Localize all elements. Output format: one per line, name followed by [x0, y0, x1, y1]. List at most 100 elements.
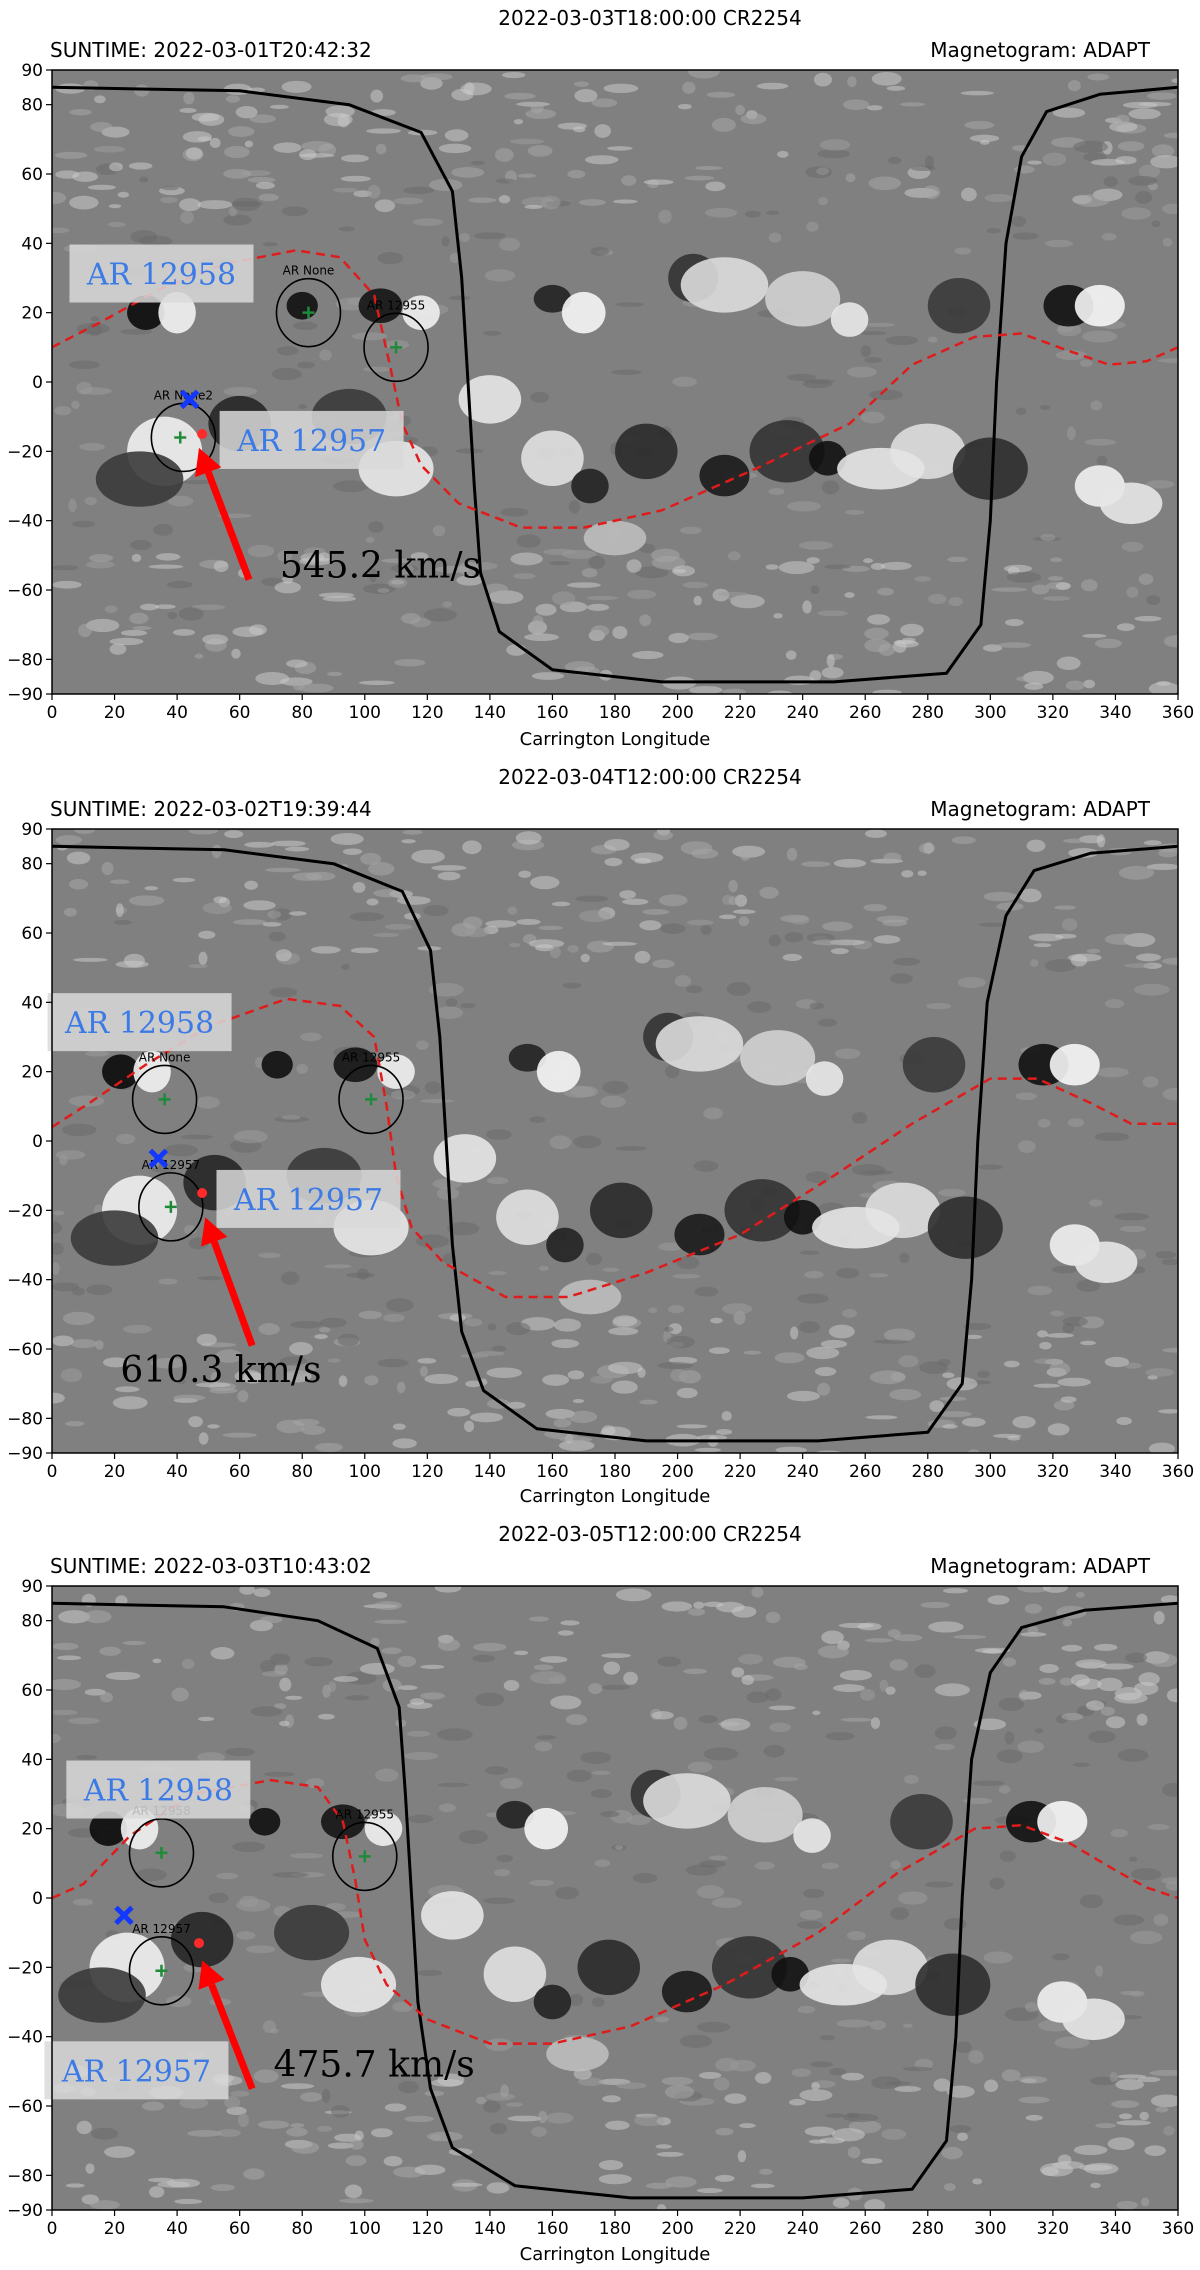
magnetogram-texture — [996, 1749, 1023, 1764]
magnetogram-texture — [319, 1317, 347, 1328]
magnetogram-texture — [623, 1671, 638, 1685]
magnetogram-texture — [437, 1728, 473, 1741]
magnetogram-texture — [828, 1324, 855, 1339]
magnetogram-texture — [1054, 2036, 1090, 2049]
magnetogram-texture — [545, 2112, 574, 2124]
magnetogram-texture — [1018, 2096, 1050, 2104]
magnetic-feature — [70, 1210, 159, 1266]
magnetogram-texture — [948, 596, 963, 607]
magnetogram-texture — [247, 544, 275, 558]
magnetogram-texture — [778, 561, 815, 575]
magnetogram-texture — [580, 953, 590, 963]
magnetogram-texture — [53, 1210, 65, 1216]
magnetogram-texture — [384, 2103, 407, 2112]
magnetogram-texture — [373, 889, 404, 898]
magnetic-feature — [808, 440, 847, 476]
magnetogram-texture — [397, 1685, 418, 1691]
magnetogram-texture — [592, 1997, 605, 2008]
magnetic-feature — [249, 1807, 281, 1836]
magnetogram-texture — [317, 2125, 333, 2132]
magnetogram-texture — [698, 1715, 718, 1724]
magnetogram-texture — [281, 80, 312, 93]
magnetogram-texture — [728, 879, 738, 893]
magnetogram-texture — [937, 1411, 973, 1418]
magnetogram-texture — [515, 831, 542, 845]
magnetogram-texture — [408, 1814, 434, 1824]
magnetogram-texture — [1056, 656, 1081, 671]
magnetogram-texture — [305, 1778, 325, 1789]
magnetogram-texture — [810, 2061, 834, 2068]
magnetogram-texture — [1007, 1435, 1021, 1441]
magnetogram-texture — [1055, 350, 1087, 361]
magnetogram-texture — [759, 2168, 773, 2175]
magnetogram-texture — [224, 830, 244, 839]
magnetogram-texture — [70, 1339, 98, 1349]
magnetogram-texture — [414, 2164, 446, 2176]
magnetogram-texture — [1031, 584, 1050, 595]
magnetogram-texture — [1121, 207, 1152, 220]
magnetogram-texture — [104, 605, 118, 613]
magnetogram-texture — [1059, 1677, 1074, 1686]
magnetogram-texture — [1036, 1330, 1048, 1338]
magnetogram-texture — [865, 1415, 898, 1420]
magnetogram-texture — [653, 830, 674, 841]
magnetogram-texture — [1119, 1225, 1147, 1233]
magnetogram-texture — [767, 690, 792, 694]
magnetogram-texture — [881, 2128, 907, 2140]
x-tick-label: 100 — [349, 1462, 381, 1482]
magnetogram-texture — [381, 558, 414, 564]
magnetogram-texture — [52, 1242, 64, 1255]
magnetic-feature — [458, 375, 522, 424]
magnetogram-texture — [974, 1647, 1011, 1654]
magnetogram-texture — [903, 1774, 919, 1784]
magnetogram-texture — [818, 197, 828, 206]
magnetogram-texture — [494, 147, 514, 162]
magnetogram-texture — [586, 1252, 602, 1266]
magnetogram-texture — [685, 985, 703, 994]
magnetogram-texture — [330, 833, 364, 845]
magnetogram-texture — [178, 1054, 190, 1061]
magnetogram-texture — [438, 143, 472, 154]
magnetogram-texture — [60, 1368, 83, 1383]
magnetogram-texture — [1076, 1279, 1101, 1293]
magnetogram-texture — [568, 500, 581, 514]
magnetogram-texture — [984, 193, 1014, 203]
magnetogram-texture — [258, 1252, 281, 1259]
magnetogram-texture — [68, 878, 89, 890]
magnetogram-texture — [679, 2034, 713, 2048]
magnetogram-texture — [1018, 1689, 1029, 1701]
magnetogram-texture — [938, 1188, 966, 1197]
active-region-circle — [128, 1818, 195, 1888]
magnetogram-texture — [694, 1286, 719, 1297]
magnetogram-texture — [86, 618, 120, 633]
magnetogram-texture — [1082, 633, 1107, 638]
magnetogram-texture — [657, 1362, 694, 1369]
magnetogram-texture — [1001, 2069, 1021, 2082]
magnetogram-texture — [268, 931, 286, 942]
magnetogram-texture — [68, 498, 77, 513]
magnetogram-texture — [223, 387, 258, 396]
magnetogram-texture — [1037, 1118, 1051, 1128]
magnetogram-texture — [122, 1324, 152, 1334]
magnetogram-texture — [715, 2127, 734, 2136]
magnetogram-texture — [1101, 233, 1117, 241]
magnetogram-texture — [473, 1642, 507, 1652]
magnetogram-texture — [101, 861, 114, 876]
magnetogram-texture — [1155, 1250, 1177, 1259]
magnetogram-texture — [1061, 1644, 1083, 1652]
magnetogram-texture — [1157, 358, 1178, 363]
magnetogram-texture — [1163, 132, 1178, 139]
magnetogram-texture — [1128, 175, 1158, 186]
magnetic-feature — [320, 1956, 397, 2013]
magnetogram-texture — [1027, 160, 1042, 165]
magnetogram-texture — [754, 1861, 775, 1870]
magnetogram-texture — [833, 858, 867, 868]
magnetogram-texture — [524, 204, 543, 209]
magnetogram-texture — [534, 1741, 553, 1752]
circle-label: AR 12955 — [367, 298, 426, 312]
magnetogram-texture — [52, 1642, 79, 1650]
magnetogram-texture — [694, 1447, 722, 1452]
magnetogram-texture — [538, 2110, 548, 2124]
magnetogram-texture — [575, 895, 609, 903]
magnetogram-texture — [108, 204, 122, 209]
